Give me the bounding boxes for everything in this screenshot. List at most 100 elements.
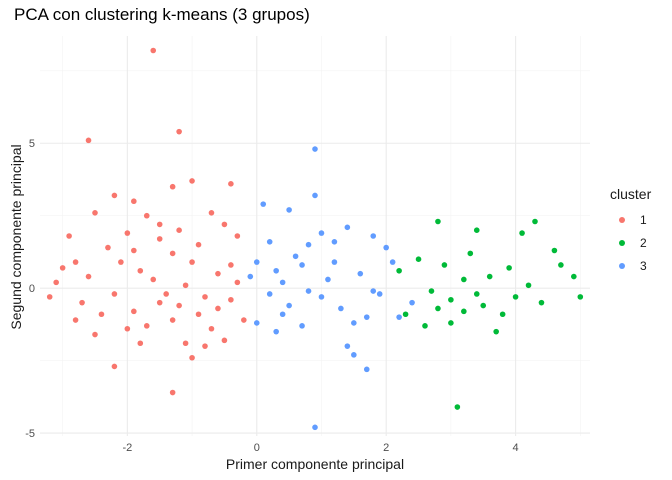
data-point-cluster-1 — [46, 294, 53, 300]
data-point-cluster-1 — [53, 279, 59, 286]
legend-item-1: 1 — [610, 208, 651, 231]
legend-label-3: 3 — [640, 258, 647, 273]
data-point-cluster-3 — [370, 233, 377, 239]
data-point-cluster-2 — [532, 218, 538, 225]
data-point-cluster-1 — [202, 294, 208, 300]
data-point-cluster-2 — [441, 262, 448, 268]
x-tick-label: 0 — [254, 442, 260, 454]
data-point-cluster-2 — [577, 294, 584, 300]
data-point-cluster-1 — [182, 282, 189, 289]
x-axis-label: Primer componente principal — [225, 456, 405, 472]
data-point-cluster-1 — [156, 221, 163, 228]
data-point-cluster-1 — [234, 279, 241, 286]
data-point-cluster-1 — [137, 340, 144, 347]
y-tick-label: -5 — [25, 428, 35, 440]
data-point-cluster-1 — [169, 389, 176, 396]
data-point-cluster-3 — [299, 262, 305, 268]
data-point-cluster-1 — [208, 325, 215, 332]
data-point-cluster-1 — [111, 363, 118, 370]
data-point-cluster-3 — [312, 424, 318, 431]
data-point-cluster-1 — [176, 302, 182, 309]
legend-dot-1 — [619, 216, 625, 223]
legend-key-1 — [610, 211, 634, 229]
data-point-cluster-3 — [344, 224, 351, 231]
data-point-cluster-1 — [98, 311, 105, 318]
data-point-cluster-1 — [111, 291, 118, 297]
legend-key-2 — [610, 234, 634, 252]
data-point-cluster-1 — [228, 262, 234, 268]
data-point-cluster-1 — [234, 233, 241, 239]
data-point-cluster-2 — [454, 404, 461, 410]
data-point-cluster-3 — [357, 270, 364, 277]
data-point-cluster-1 — [156, 236, 163, 242]
data-point-cluster-3 — [312, 146, 318, 152]
data-point-cluster-1 — [124, 230, 131, 236]
data-point-cluster-1 — [208, 210, 215, 216]
data-point-cluster-2 — [428, 288, 435, 294]
data-point-cluster-2 — [538, 299, 545, 306]
data-point-cluster-2 — [448, 320, 454, 326]
data-point-cluster-1 — [137, 267, 144, 274]
data-point-cluster-1 — [92, 210, 98, 216]
data-points — [46, 47, 584, 431]
data-point-cluster-1 — [176, 227, 182, 234]
data-point-cluster-3 — [363, 366, 370, 373]
data-point-cluster-1 — [79, 299, 85, 306]
y-axis-label: Segund componente principal — [8, 144, 24, 330]
data-point-cluster-1 — [85, 137, 92, 144]
data-point-cluster-3 — [286, 302, 292, 309]
data-point-cluster-3 — [312, 192, 318, 199]
grid-lines — [40, 36, 590, 436]
data-point-cluster-2 — [551, 247, 558, 254]
data-point-cluster-1 — [221, 221, 228, 228]
data-point-cluster-1 — [131, 198, 137, 205]
data-point-cluster-2 — [571, 273, 577, 280]
data-point-cluster-1 — [221, 337, 228, 344]
data-point-cluster-1 — [124, 325, 131, 332]
data-point-cluster-3 — [409, 299, 415, 306]
data-point-cluster-1 — [105, 244, 111, 251]
data-point-cluster-1 — [72, 317, 79, 323]
data-point-cluster-3 — [266, 238, 273, 245]
data-point-cluster-3 — [331, 259, 338, 265]
y-tick-label: 0 — [29, 283, 35, 295]
data-point-cluster-3 — [383, 244, 389, 251]
data-point-cluster-2 — [486, 273, 493, 280]
data-point-cluster-2 — [499, 311, 506, 318]
legend-dot-2 — [619, 239, 625, 246]
data-point-cluster-2 — [558, 262, 564, 268]
data-point-cluster-3 — [338, 305, 344, 312]
data-point-cluster-1 — [66, 233, 72, 239]
data-point-cluster-1 — [92, 331, 98, 338]
legend-label-1: 1 — [640, 212, 647, 227]
data-point-cluster-3 — [292, 253, 299, 260]
data-point-cluster-1 — [195, 311, 202, 318]
data-point-cluster-1 — [150, 47, 157, 54]
data-point-cluster-3 — [260, 201, 267, 207]
data-point-cluster-1 — [169, 183, 176, 190]
data-point-cluster-1 — [59, 265, 66, 271]
data-point-cluster-1 — [163, 291, 169, 297]
data-point-cluster-2 — [512, 294, 519, 300]
data-point-cluster-1 — [189, 259, 195, 265]
data-point-cluster-1 — [131, 247, 137, 254]
data-point-cluster-3 — [363, 314, 370, 320]
data-point-cluster-2 — [396, 267, 402, 274]
data-point-cluster-2 — [506, 265, 512, 271]
legend-key-3 — [610, 257, 634, 275]
data-point-cluster-3 — [299, 323, 305, 329]
data-point-cluster-1 — [202, 343, 208, 349]
chart-title: PCA con clustering k-means (3 grupos) — [14, 5, 310, 24]
data-point-cluster-1 — [182, 340, 189, 347]
data-point-cluster-3 — [305, 288, 312, 294]
legend-dot-3 — [619, 262, 625, 269]
legend-title: cluster — [610, 186, 652, 202]
data-point-cluster-2 — [519, 230, 525, 236]
data-point-cluster-1 — [118, 259, 124, 265]
data-point-cluster-3 — [351, 320, 357, 326]
data-point-cluster-3 — [279, 311, 286, 318]
data-point-cluster-2 — [435, 218, 441, 225]
x-tick-label: 2 — [383, 442, 389, 454]
data-point-cluster-3 — [266, 291, 273, 297]
data-point-cluster-1 — [169, 250, 176, 257]
